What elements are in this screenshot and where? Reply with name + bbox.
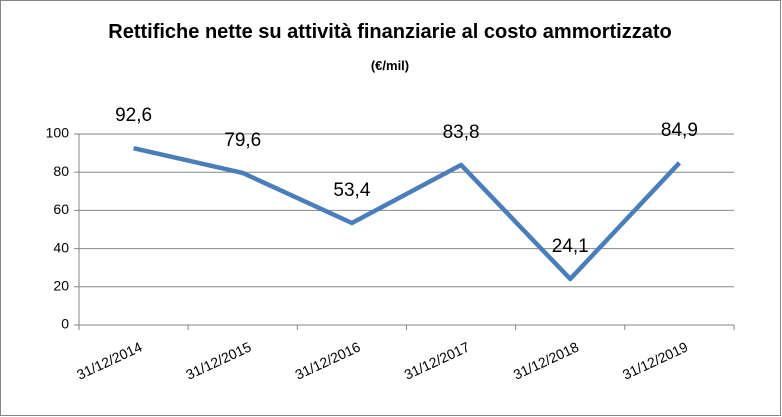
x-tick-label: 31/12/2016 (292, 338, 362, 382)
y-tick-label: 40 (53, 239, 69, 255)
y-tick-label: 0 (61, 316, 69, 332)
y-tick-label: 60 (53, 201, 69, 217)
x-tick-label: 31/12/2019 (620, 338, 690, 382)
chart-unit: (€/mil) (370, 58, 410, 73)
x-tick-label: 31/12/2014 (74, 338, 144, 382)
x-tick-label: 31/12/2018 (511, 338, 581, 382)
y-tick-label: 80 (53, 163, 69, 179)
line-series (133, 145, 682, 282)
x-tick-label: 31/12/2015 (183, 338, 253, 382)
chart-title-block: Rettifiche nette su attività finanziarie… (100, 16, 680, 82)
data-label: 79,6 (224, 130, 261, 151)
y-tick-label: 100 (46, 125, 70, 141)
y-tick-label: 20 (53, 278, 69, 294)
data-label: 84,9 (661, 120, 698, 141)
data-label: 24,1 (552, 236, 589, 257)
data-label: 53,4 (333, 180, 370, 201)
data-label: 92,6 (115, 105, 152, 126)
chart-title: Rettifiche nette su attività finanziarie… (108, 21, 672, 43)
data-label: 83,8 (443, 122, 480, 143)
x-tick-label: 31/12/2017 (402, 338, 472, 382)
